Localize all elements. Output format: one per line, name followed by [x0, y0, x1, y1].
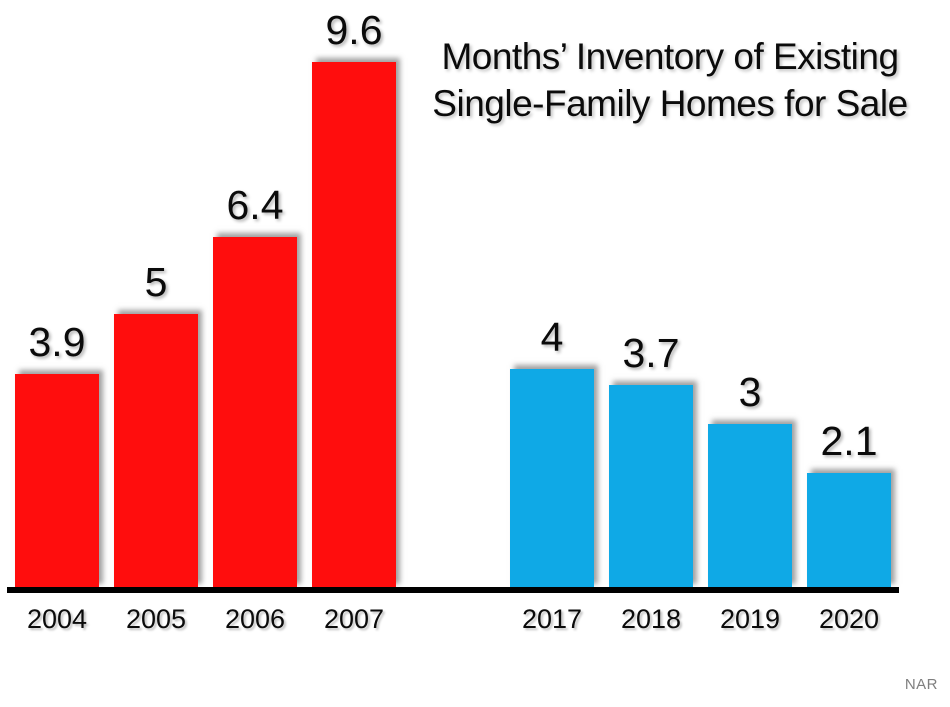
value-label-2007: 9.6 — [325, 7, 383, 53]
x-axis-baseline — [7, 587, 899, 593]
value-label-2018: 3.7 — [622, 330, 680, 376]
year-label-2020: 2020 — [818, 604, 880, 634]
chart-title: Months’ Inventory of Existing Single-Fam… — [390, 33, 950, 127]
chart-title-line1: Months’ Inventory of Existing — [441, 36, 899, 77]
bar-2005 — [114, 314, 198, 588]
bar-2004 — [15, 374, 99, 588]
bar-2017 — [510, 369, 594, 588]
year-label-2005: 2005 — [125, 604, 187, 634]
chart-title-line2: Single-Family Homes for Sale — [432, 83, 908, 124]
bar-2007 — [312, 62, 396, 588]
value-label-2017: 4 — [540, 314, 564, 360]
year-label-2018: 2018 — [620, 604, 682, 634]
bar-2020 — [807, 473, 891, 588]
year-label-2004: 2004 — [26, 604, 88, 634]
bar-2019 — [708, 424, 792, 588]
value-label-2019: 3 — [738, 369, 762, 415]
value-label-2020: 2.1 — [820, 418, 878, 464]
value-label-2005: 5 — [144, 259, 168, 305]
value-label-2006: 6.4 — [226, 182, 284, 228]
source-attribution: NAR — [904, 676, 938, 693]
year-label-2019: 2019 — [719, 604, 781, 634]
year-label-2007: 2007 — [323, 604, 385, 634]
year-label-2006: 2006 — [224, 604, 286, 634]
year-label-2017: 2017 — [521, 604, 583, 634]
bar-2018 — [609, 385, 693, 588]
value-label-2004: 3.9 — [28, 319, 86, 365]
bar-2006 — [213, 237, 297, 588]
